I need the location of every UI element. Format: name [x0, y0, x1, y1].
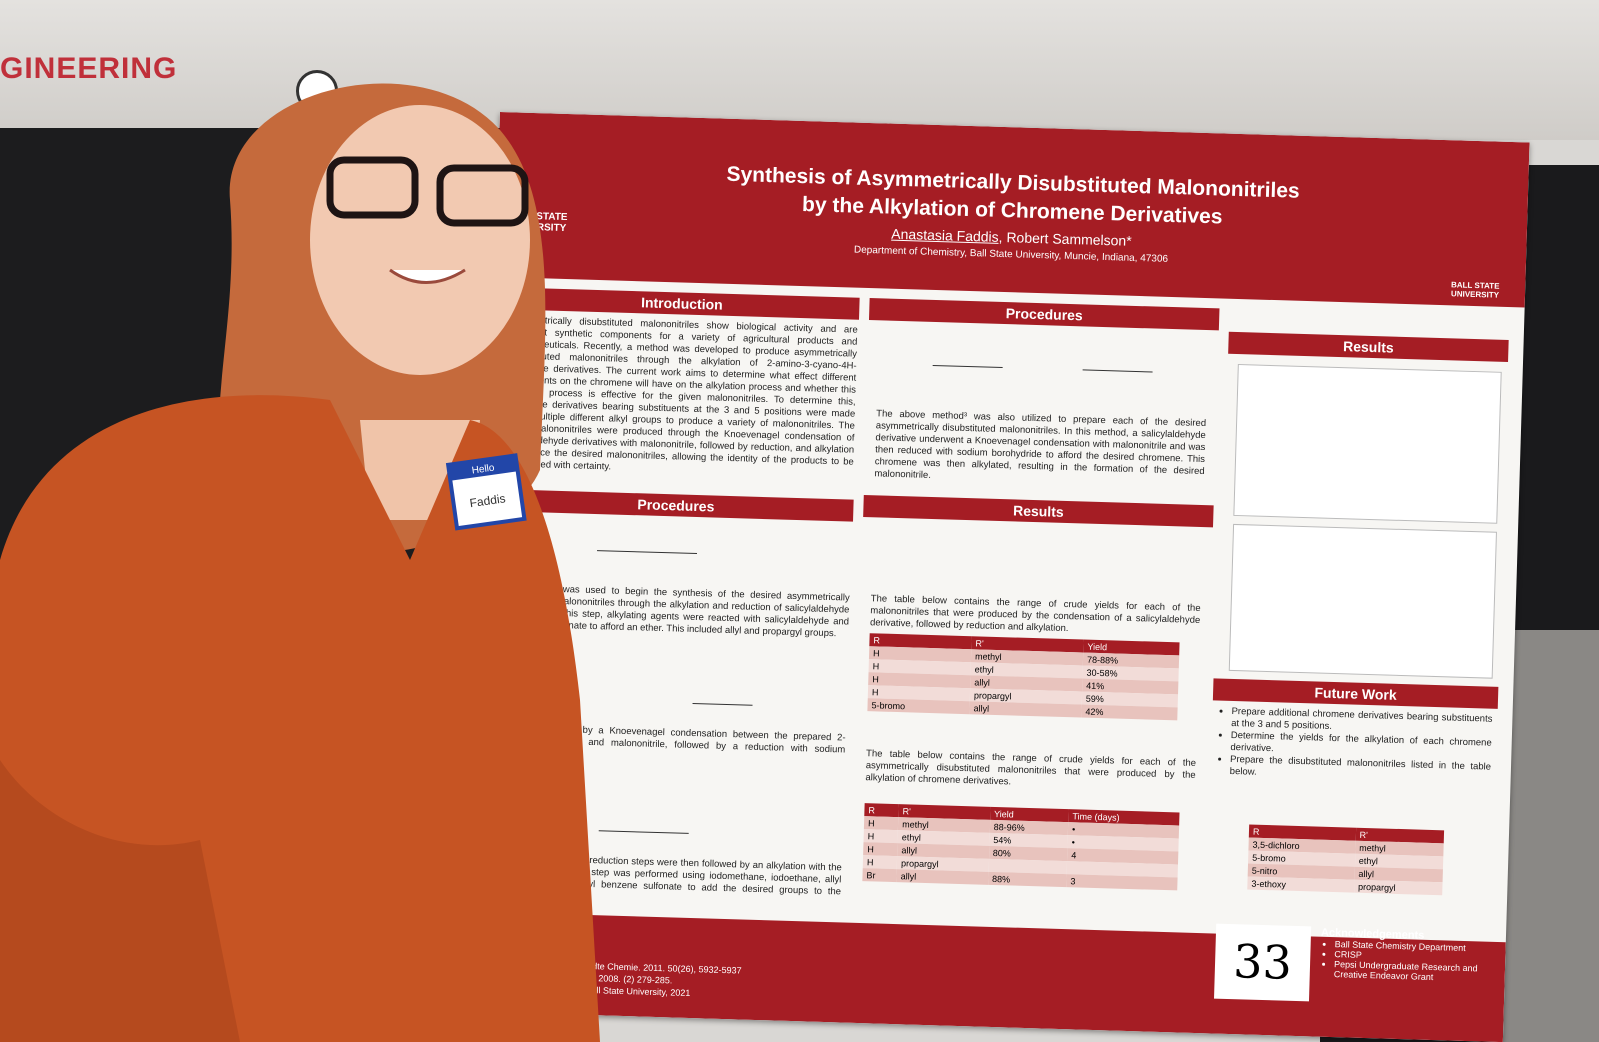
tag-band	[448, 455, 518, 481]
floor	[1500, 630, 1599, 1042]
tag-text: Hello	[471, 462, 496, 476]
wall	[0, 0, 1599, 140]
smile	[389, 268, 466, 284]
sleeve	[0, 760, 240, 1042]
tag-text: Faddis	[469, 491, 507, 510]
glasses	[436, 164, 529, 227]
glasses	[326, 156, 419, 219]
wall-sign: GINEERING	[0, 52, 178, 85]
name-tag: Hello Faddis	[445, 453, 527, 531]
face	[310, 105, 530, 375]
